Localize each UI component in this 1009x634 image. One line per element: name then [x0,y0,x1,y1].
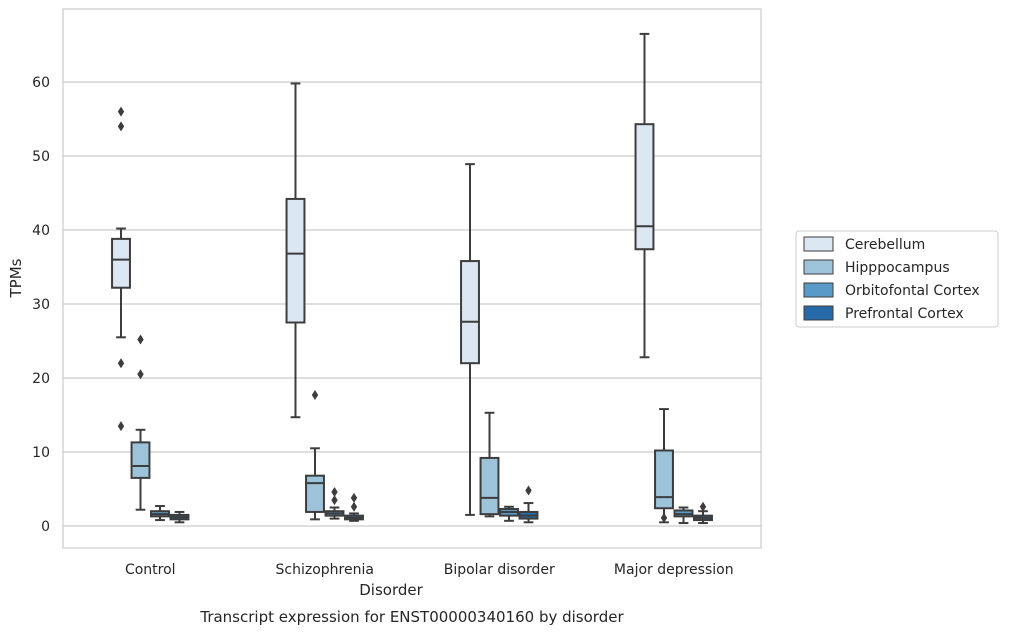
legend-swatch [803,259,834,275]
outlier-point [331,486,338,497]
outlier-point [350,492,358,503]
box [654,449,674,510]
box-group [111,106,131,432]
box [130,441,151,479]
x-tick-label: Control [125,562,176,578]
x-tick-label: Schizophrenia [276,562,374,578]
y-tick-label: 20 [32,371,50,387]
box [460,260,480,365]
outlier-point [311,390,319,401]
box-group [654,408,674,524]
legend-swatch [803,305,834,321]
box-group [479,411,500,518]
outlier-point [137,369,144,380]
box-group [305,390,325,521]
legend-label: Cerebellum [845,237,925,253]
box [479,456,500,516]
y-tick-label: 10 [32,445,50,461]
legend: Cerebellum Hipppocampus Orbitofontal Corte… [795,230,999,328]
y-axis-label: TPMs [7,258,25,298]
box [634,123,655,251]
y-tick-label: 30 [32,297,50,313]
gridlines [63,81,761,527]
box-group [499,505,519,522]
outlier-point [117,106,125,117]
outlier-point [525,485,532,496]
legend-swatch [803,236,834,252]
boxes [111,32,713,525]
box-group [344,492,364,522]
x-axis-label: Disorder [359,581,423,599]
box-group [460,163,480,516]
y-tick-label: 40 [32,223,50,239]
box-group [324,486,345,520]
box-group [634,32,655,359]
outlier-point [331,495,338,506]
box-group [693,501,713,525]
outlier-point [117,121,125,132]
outlier-point [350,501,358,512]
legend-swatch [803,282,834,298]
x-tick-label: Bipolar disorder [444,562,555,578]
legend-label: Hipppocampus [845,260,950,276]
y-tick-label: 60 [32,75,50,91]
legend-label: Orbitofontal Cortex [845,283,980,299]
outlier-point [117,358,125,369]
legend-label: Prefrontal Cortex [845,306,964,322]
y-tick-label: 50 [32,149,50,165]
box [305,474,325,513]
outlier-point [660,512,668,523]
x-tick-label: Major depression [614,562,734,578]
legend-frame [795,230,999,328]
outlier-point [137,334,144,345]
box-group [285,82,306,419]
outlier-point [117,421,125,432]
y-tick-label: 0 [41,519,50,535]
box [285,197,306,324]
box-group [150,505,170,522]
box-group [673,506,694,525]
plot-frame [62,8,762,549]
box-group [518,485,539,524]
chart-caption: Transcript expression for ENST0000034016… [199,608,624,626]
box [111,237,131,289]
box-group [169,510,190,524]
x-tick-labels: Control Schizophrenia Bipolar disorder Majo… [125,562,734,578]
box-group [130,334,151,511]
y-tick-labels: 0 10 20 30 40 50 60 [32,75,50,535]
outlier-point [699,501,707,512]
